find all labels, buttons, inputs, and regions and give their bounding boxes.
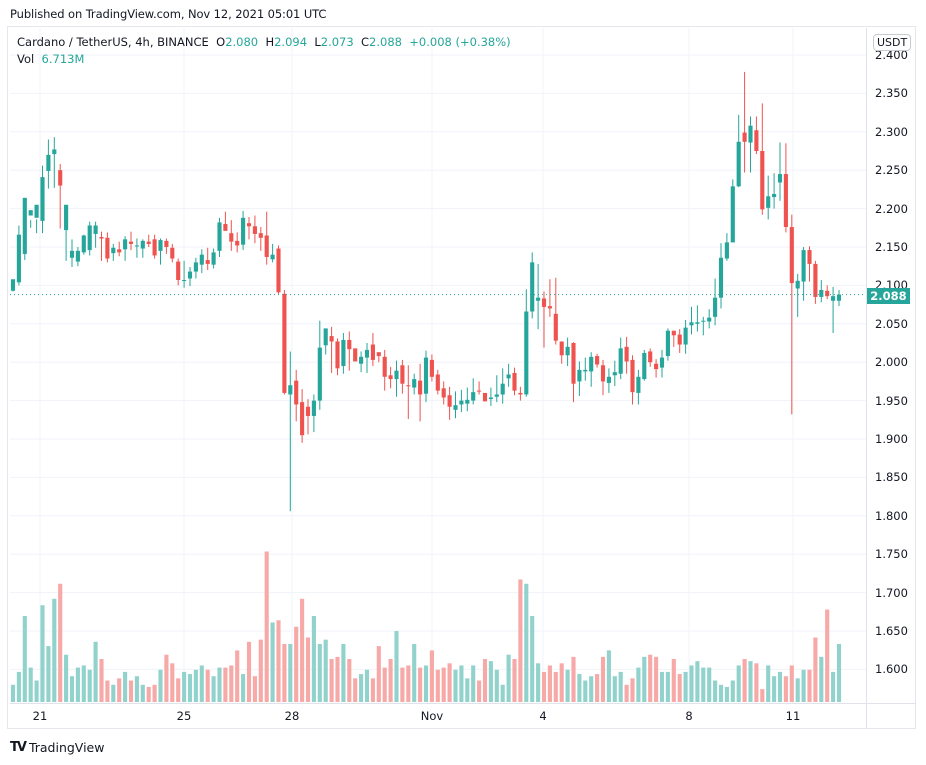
legend-low-label: L xyxy=(314,35,321,49)
price-tick-label: 1.900 xyxy=(875,432,908,446)
legend-symbol: Cardano / TetherUS, 4h, BINANCE xyxy=(17,35,209,49)
chart-plot-area[interactable] xyxy=(10,28,866,703)
price-tick-label: 1.600 xyxy=(875,662,908,677)
time-tick-label: 4 xyxy=(539,709,547,723)
price-tick-label: 2.000 xyxy=(875,355,908,370)
price-tick-label: 2.300 xyxy=(875,124,908,139)
price-tick-label: 1.700 xyxy=(875,585,908,600)
legend-high-value: 2.094 xyxy=(274,35,308,49)
legend-volume-label: Vol xyxy=(17,52,35,66)
axis-corner-divider xyxy=(866,703,867,728)
price-tick-label: 1.650 xyxy=(875,624,908,638)
time-tick-label: 11 xyxy=(785,709,801,723)
price-tick-label: 1.800 xyxy=(875,508,908,523)
published-caption: Published on TradingView.com, Nov 12, 20… xyxy=(10,7,327,21)
tradingview-brand[interactable]: TV TradingView xyxy=(10,740,104,755)
currency-button[interactable]: USDT xyxy=(873,34,912,51)
legend-ohlc-row: Cardano / TetherUS, 4h, BINANCE O2.080 H… xyxy=(17,34,511,51)
tradingview-logo-icon: TV xyxy=(10,740,27,755)
legend-open-label: O xyxy=(216,35,226,49)
legend-close-label: C xyxy=(361,35,370,49)
price-tick-label: 2.200 xyxy=(875,201,908,216)
price-tick-label: 2.400 xyxy=(875,48,908,62)
time-tick-label: 8 xyxy=(685,709,693,723)
price-tick-label: 2.150 xyxy=(875,240,908,254)
price-tick-label: 2.050 xyxy=(875,316,908,331)
legend-volume-row: Vol 6.713M xyxy=(17,51,511,68)
candlestick-chart[interactable] xyxy=(10,28,866,703)
last-price-label: 2.088 xyxy=(867,288,910,304)
price-tick-label: 2.250 xyxy=(875,163,908,178)
chart-legend: Cardano / TetherUS, 4h, BINANCE O2.080 H… xyxy=(17,34,511,68)
time-tick-label: 28 xyxy=(284,709,300,723)
legend-low-value: 2.073 xyxy=(320,35,354,49)
price-tick-label: 1.850 xyxy=(875,470,908,485)
time-tick-label: Nov xyxy=(420,709,444,723)
time-tick-label: 21 xyxy=(32,709,48,723)
time-axis[interactable] xyxy=(10,703,916,729)
legend-open-value: 2.080 xyxy=(225,35,259,49)
price-axis[interactable] xyxy=(866,28,917,703)
price-tick-label: 1.950 xyxy=(875,393,908,408)
legend-high-label: H xyxy=(265,35,275,49)
price-tick-label: 1.750 xyxy=(875,547,908,562)
legend-close-value: 2.088 xyxy=(369,35,402,49)
time-tick-label: 25 xyxy=(176,709,192,723)
price-tick-label: 2.350 xyxy=(875,86,908,101)
chart-frame xyxy=(7,26,916,729)
brand-name: TradingView xyxy=(28,740,105,755)
legend-volume-value: 6.713M xyxy=(41,52,85,66)
legend-change: +0.008 (+0.38%) xyxy=(409,35,511,49)
